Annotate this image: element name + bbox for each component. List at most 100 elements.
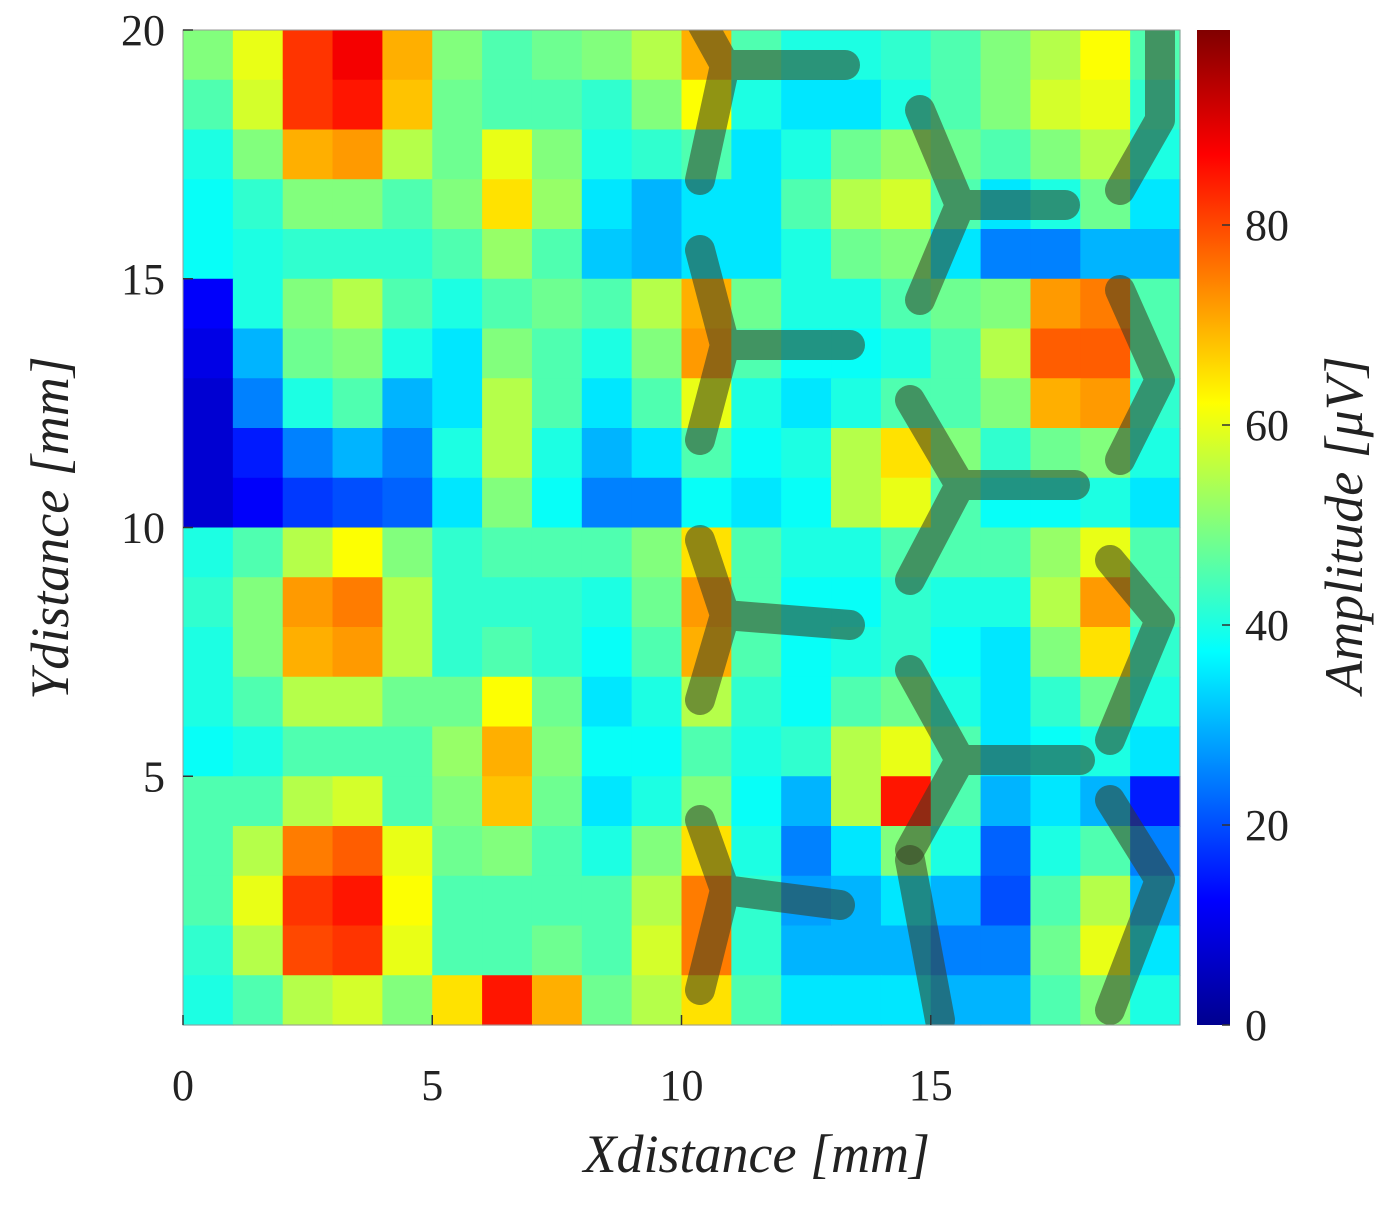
heat-cell <box>831 79 882 131</box>
heat-cell <box>581 826 633 877</box>
heat-cell <box>183 129 234 180</box>
heat-cell <box>432 676 483 728</box>
heat-cell <box>781 925 832 976</box>
heat-cell <box>332 179 383 230</box>
heat-cell <box>232 229 284 280</box>
colorbar-tick-label: 80 <box>1245 201 1289 250</box>
heat-cell <box>232 627 284 678</box>
heat-cell <box>432 875 483 927</box>
heat-cell <box>282 428 334 479</box>
heat-cell <box>282 30 334 81</box>
heat-cell <box>631 726 683 777</box>
heat-cell <box>1080 30 1131 81</box>
heat-cell <box>631 179 683 230</box>
heat-cell <box>781 79 832 131</box>
heat-cell <box>831 925 882 976</box>
heat-cell <box>980 975 1032 1026</box>
heat-cell <box>831 278 882 330</box>
heat-cell <box>831 477 882 529</box>
heat-cell <box>1030 875 1081 927</box>
heat-cell <box>731 179 782 230</box>
heat-cell <box>731 378 782 429</box>
heat-cell <box>1030 30 1081 81</box>
heat-cell <box>183 378 234 429</box>
heat-cell <box>831 527 882 578</box>
heat-cell <box>332 477 383 529</box>
heat-cell <box>531 378 583 429</box>
heat-cell <box>432 975 483 1026</box>
heat-cell <box>332 129 383 180</box>
heat-cell <box>980 30 1032 81</box>
heat-cell <box>581 179 633 230</box>
heat-cell <box>282 776 334 827</box>
heat-cell <box>432 776 483 827</box>
heat-cell <box>731 278 782 330</box>
heat-cell <box>1030 925 1081 976</box>
heat-cell <box>831 229 882 280</box>
heat-cell <box>432 229 483 280</box>
heat-cell <box>980 925 1032 976</box>
colorbar-tick-label: 40 <box>1245 601 1289 650</box>
heat-cell <box>880 477 932 529</box>
heat-cell <box>1030 328 1081 379</box>
heat-cell <box>1080 627 1131 678</box>
heat-cell <box>1080 79 1131 131</box>
heat-cell <box>681 477 732 529</box>
x-tick-label: 15 <box>909 1061 953 1110</box>
heat-cell <box>980 676 1032 728</box>
heat-cell <box>382 328 433 379</box>
heat-cell <box>1080 328 1131 379</box>
heat-cell <box>731 975 782 1026</box>
heat-cell <box>232 776 284 827</box>
heat-cell <box>282 378 334 429</box>
heat-cell <box>631 278 683 330</box>
heat-cell <box>581 229 633 280</box>
heat-cell <box>930 328 982 379</box>
heat-cell <box>183 179 234 230</box>
heat-cell <box>731 826 782 877</box>
heat-cell <box>482 428 533 479</box>
heat-cell <box>631 229 683 280</box>
heat-cell <box>282 577 334 628</box>
x-tick-label: 10 <box>660 1061 704 1110</box>
heat-cell <box>332 826 383 877</box>
heat-cell <box>1080 875 1131 927</box>
heat-cell <box>232 527 284 578</box>
heat-cell <box>731 229 782 280</box>
heat-cell <box>183 477 234 529</box>
heat-cell <box>282 676 334 728</box>
heat-cell <box>282 925 334 976</box>
heat-cell <box>531 577 583 628</box>
heat-cell <box>1030 826 1081 877</box>
heat-cell <box>831 179 882 230</box>
heat-cell <box>581 726 633 777</box>
x-tick-label: 0 <box>172 1061 194 1110</box>
heat-cell <box>531 676 583 728</box>
heat-cell <box>482 627 533 678</box>
heat-cell <box>731 527 782 578</box>
heat-cell <box>831 378 882 429</box>
heat-cell <box>432 179 483 230</box>
heat-cell <box>831 428 882 479</box>
heat-cell <box>382 179 433 230</box>
colorbar-tick-label: 20 <box>1245 801 1289 850</box>
heat-cell <box>183 577 234 628</box>
heat-cell <box>980 79 1032 131</box>
heat-cell <box>1080 378 1131 429</box>
heat-cell <box>781 527 832 578</box>
heat-cell <box>1080 229 1131 280</box>
heat-cell <box>332 229 383 280</box>
heat-cell <box>482 925 533 976</box>
heat-cell <box>531 776 583 827</box>
heat-cell <box>432 30 483 81</box>
heat-cell <box>581 428 633 479</box>
heat-cell <box>631 328 683 379</box>
heat-cell <box>631 378 683 429</box>
heat-cell <box>581 627 633 678</box>
heat-cell <box>581 79 633 131</box>
heat-cell <box>980 577 1032 628</box>
heat-cell <box>631 79 683 131</box>
heat-cell <box>332 975 383 1026</box>
heat-cell <box>731 627 782 678</box>
y-axis-label: Ydistance [mm] <box>20 356 80 700</box>
